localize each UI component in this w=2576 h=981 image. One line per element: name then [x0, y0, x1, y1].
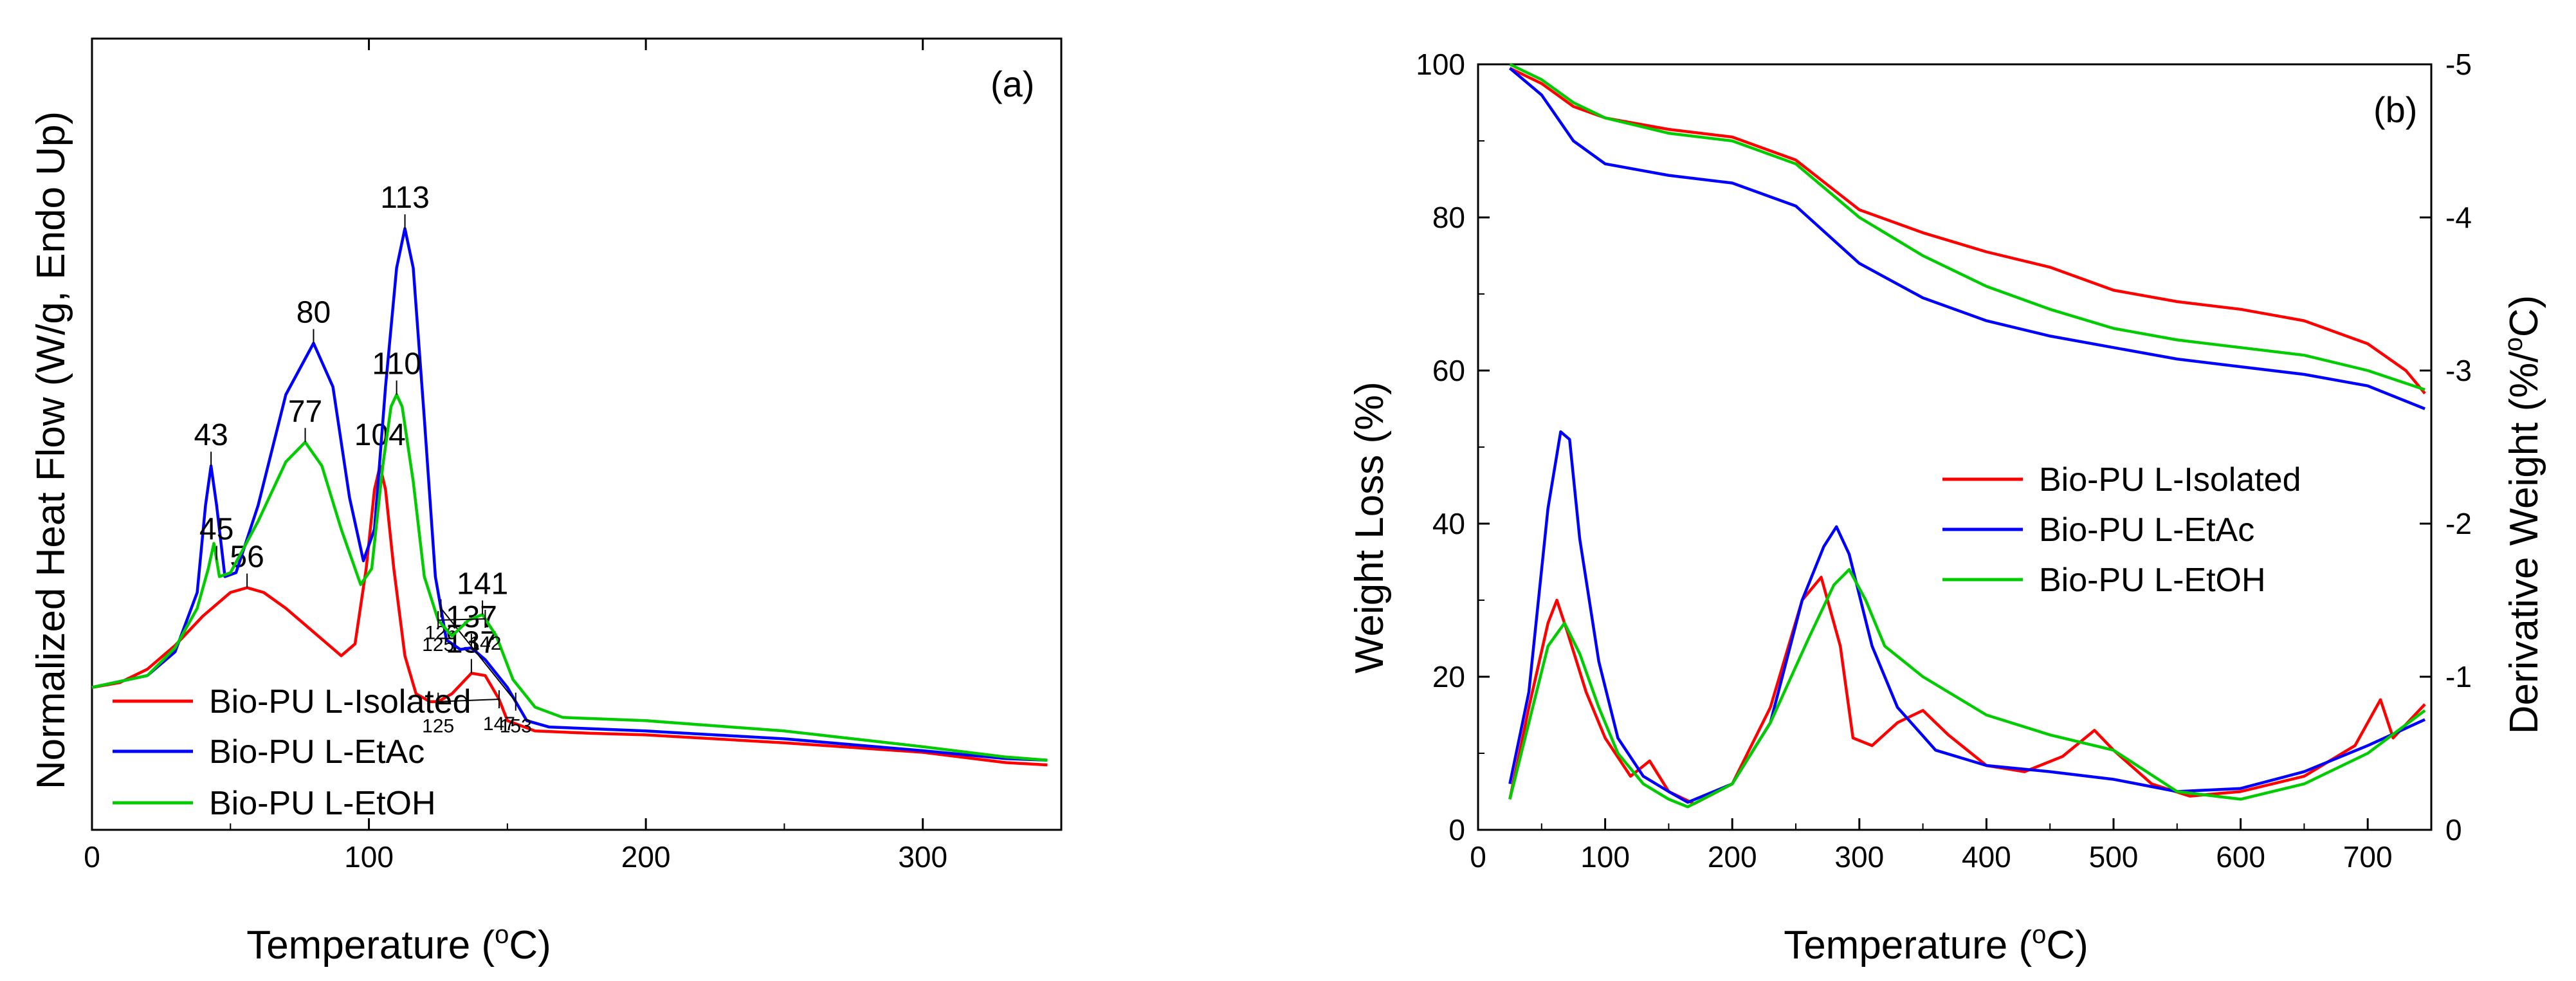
panel-b-xtick-label: 300	[1834, 840, 1884, 874]
panel-b-ytick-right-label: -2	[2445, 507, 2472, 540]
panel-a-onset-label: 125	[422, 634, 454, 656]
panel-a-peak-label: 113	[380, 181, 430, 215]
panel-b-xlabel: Temperature (oC)	[1784, 921, 2088, 967]
panel-a-peak-label: 141	[457, 567, 508, 601]
panel-a-label: (a)	[991, 64, 1034, 104]
panel-b-xtick-label: 400	[1962, 840, 2011, 874]
panel-b-derivative-curve-isolated	[1508, 576, 2426, 805]
panel-b-xtick-label: 600	[2216, 840, 2265, 874]
legend-label-etoh: Bio-PU L-EtOH	[209, 785, 436, 822]
panel-b-weight-curve-etac	[1508, 67, 2425, 410]
panel-a-legend: Bio-PU L-Isolated Bio-PU L-EtAc Bio-PU L…	[113, 683, 471, 822]
panel-b-ytick-right-label: -4	[2445, 201, 2472, 234]
panel-b-weight-curve-isolated	[1509, 66, 2426, 395]
panel-b-ylabel: Weight Loss (%)	[1347, 381, 1392, 674]
legend-label-isolated: Bio-PU L-Isolated	[2039, 461, 2301, 499]
panel-b-xtick-label: 500	[2089, 840, 2139, 874]
panel-b-ytick-label: 0	[1448, 813, 1465, 847]
panel-b-ytick-label: 60	[1432, 354, 1465, 387]
panel-b-weight-curve-etoh	[1509, 62, 2425, 391]
panel-b-ylabel-right: Derivative Weight (%/oC)	[2499, 295, 2546, 735]
legend-label-isolated: Bio-PU L-Isolated	[209, 683, 471, 720]
panel-b-ytick-right-label: -5	[2445, 48, 2472, 81]
panel-a-peak-label: 137	[446, 600, 497, 634]
panel-a-onset-label: 147	[483, 713, 515, 735]
panel-a-onset-label: 153	[500, 716, 532, 737]
panel-b-ytick-right-label: -3	[2445, 354, 2472, 387]
panel-a-peak-label: 80	[297, 296, 331, 330]
panel-b-ytick-label: 100	[1416, 48, 1465, 81]
panel-a-onset-label: 125	[422, 716, 454, 737]
panel-b-ytick-label: 40	[1432, 507, 1465, 540]
panel-a-peak-label: 77	[288, 394, 322, 428]
panel-b-ytick-label: 20	[1432, 660, 1465, 693]
panel-b-plot: 0 100 200 300 400 500 600 700 0 20 40 60 80 100 0 -1 -2 -…	[1416, 48, 2472, 874]
panel-a-peak-label: 43	[194, 418, 228, 452]
panel-a-xlabel: Temperature (oC)	[246, 921, 551, 967]
panel-a-peak-label: 45	[199, 513, 233, 547]
panel-b: (b) Temperature (oC) Weight Loss (%) Der…	[1347, 89, 2546, 967]
panel-a-onset-label: 142	[469, 633, 501, 654]
panel-b-derivative-curve-etoh	[1508, 568, 2426, 809]
panel-a-curve-isolated	[91, 464, 1048, 767]
panel-b-ytick-right-label: 0	[2445, 813, 2462, 847]
panel-b-legend: Bio-PU L-Isolated Bio-PU L-EtAc Bio-PU L…	[1942, 461, 2301, 599]
panel-b-xtick-label: 200	[1708, 840, 1757, 874]
panel-b-derivative-curve-etac	[1508, 430, 2426, 804]
panel-a-xtick-label: 0	[84, 840, 100, 874]
panel-a-onset-baseline	[438, 699, 499, 702]
panel-a-peak-label: 110	[372, 347, 421, 381]
panel-b-xtick-label: 0	[1470, 840, 1486, 874]
panel-b-xtick-label: 700	[2343, 840, 2393, 874]
panel-b-frame	[1477, 63, 2433, 831]
panel-b-xtick-label: 100	[1580, 840, 1630, 874]
panel-a-onset-baseline	[440, 607, 516, 702]
panel-b-ytick-right-label: -1	[2445, 660, 2472, 693]
panel-a-xtick-label: 300	[898, 840, 947, 874]
panel-a: (a) Temperature (oC) Normalized Heat Flo…	[29, 64, 1034, 967]
panel-a-frame	[91, 37, 1063, 831]
legend-label-etac: Bio-PU L-EtAc	[209, 733, 425, 771]
panel-a-peak-label: 56	[230, 540, 264, 574]
panel-a-xtick-label: 100	[344, 840, 394, 874]
panel-b-label: (b)	[2373, 89, 2417, 130]
panel-a-ylabel: Normalized Heat Flow (W/g, Endo Up)	[29, 111, 73, 789]
panel-a-xtick-label: 200	[621, 840, 671, 874]
panel-a-curve-etac	[91, 226, 1048, 762]
legend-label-etoh: Bio-PU L-EtOH	[2039, 562, 2266, 599]
legend-label-etac: Bio-PU L-EtAc	[2039, 511, 2254, 549]
panel-a-onset-baseline	[438, 618, 486, 621]
panel-b-ytick-label: 80	[1432, 201, 1465, 234]
panel-a-onset-label: 126	[425, 623, 457, 644]
